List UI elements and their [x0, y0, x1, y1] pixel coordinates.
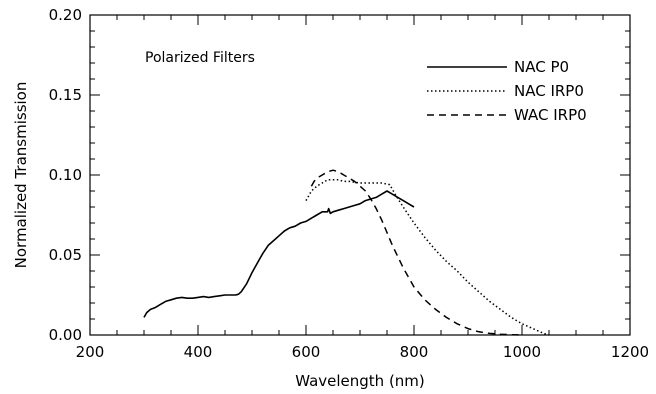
y-tick-label: 0.15 [49, 86, 82, 104]
x-tick-label: 600 [292, 343, 321, 361]
x-tick-label: 800 [400, 343, 429, 361]
legend-label: NAC IRP0 [514, 82, 584, 100]
x-tick-label: 400 [184, 343, 213, 361]
axis-tick-labels: 200 400 600 800 1000 1200 0.00 0.05 0.10 0.15 0.20 [49, 6, 650, 361]
y-axis-label: Normalized Transmission [12, 82, 30, 269]
x-axis-label: Wavelength (nm) [295, 372, 425, 390]
x-tick-label: 1000 [503, 343, 541, 361]
axis-ticks [89, 14, 631, 336]
legend-label: WAC IRP0 [514, 106, 587, 124]
legend: NAC P0 NAC IRP0 WAC IRP0 [427, 58, 587, 124]
series-nac-p0-line [143, 190, 415, 318]
y-tick-label: 0.20 [49, 6, 82, 24]
y-tick-label: 0.00 [49, 326, 82, 344]
y-tick-label: 0.05 [49, 246, 82, 264]
y-tick-label: 0.10 [49, 166, 82, 184]
series-wac-irp0-line [310, 169, 523, 336]
legend-label: NAC P0 [514, 58, 569, 76]
x-tick-label: 1200 [611, 343, 649, 361]
series-nac-irp0-line [305, 179, 550, 336]
annotation-text: Polarized Filters [145, 50, 255, 66]
x-tick-label: 200 [76, 343, 105, 361]
series-lines [143, 169, 550, 336]
